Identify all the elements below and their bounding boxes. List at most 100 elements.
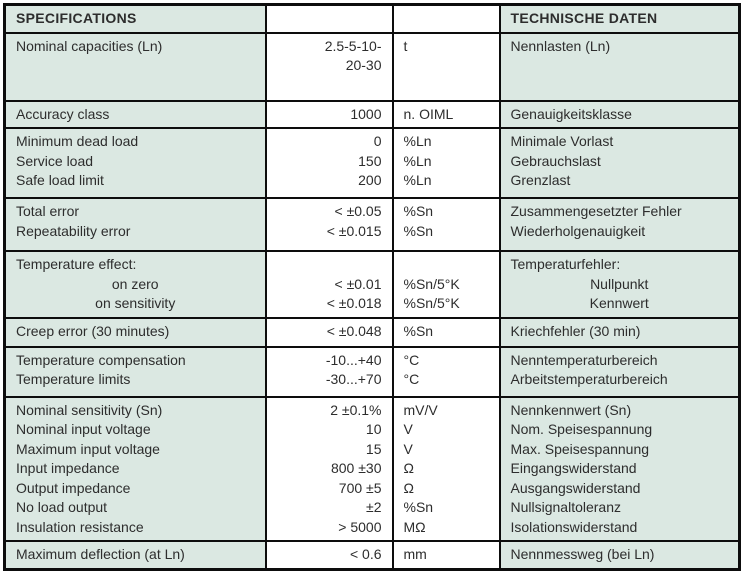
cell-line: Temperature limits xyxy=(16,371,131,387)
cell-line: Input impedance xyxy=(16,460,120,476)
cell-line: ±2 xyxy=(366,499,382,515)
cell-line: Maximum deflection (at Ln) xyxy=(16,546,185,562)
cell-line: 2.5-5-10- xyxy=(324,37,382,54)
cell-line: < ±0.018 xyxy=(326,295,382,311)
cell-line: Kennwert xyxy=(589,295,649,311)
cell-line: Ω xyxy=(403,460,414,476)
unit-cell: mV/V V V Ω Ω %Sn MΩ xyxy=(391,395,501,542)
cell-line: Nominal capacities (Ln) xyxy=(16,37,163,54)
cell-line: Minimum dead load xyxy=(16,133,139,149)
cell-line: MΩ xyxy=(403,518,426,535)
cell-line: 0 xyxy=(373,133,382,149)
value-cell: 2.5-5-10- 20-30 xyxy=(264,31,394,102)
cell-line: Creep error (30 minutes) xyxy=(16,322,170,339)
cell-line: < ±0.048 xyxy=(326,322,382,339)
cell-line: -30...+70 xyxy=(325,371,382,387)
value-cell: 0 150 200 xyxy=(264,127,394,199)
spec-label-cell: Maximum deflection (at Ln) xyxy=(3,540,267,570)
cell-line: %Sn xyxy=(403,322,434,339)
cell-line: No load output xyxy=(16,499,108,515)
cell-line: Service load xyxy=(16,152,94,169)
cell-line: Minimale Vorlast xyxy=(510,133,614,149)
cell-line: Nennlasten (Ln) xyxy=(510,37,611,54)
cell-line: Temperaturfehler: xyxy=(510,256,621,272)
cell-line: 800 ±30 xyxy=(330,460,382,476)
cell-line: %Sn xyxy=(403,203,434,219)
table-row: Temperature effect: on zero on sensitivity… xyxy=(3,250,741,319)
header-specifications: SPECIFICATIONS xyxy=(3,3,267,34)
value-cell: < ±0.048 xyxy=(264,316,394,348)
cell-line: Accuracy class xyxy=(16,105,110,122)
cell-line: Arbeitstemperaturbereich xyxy=(510,371,668,387)
cell-line: %Ln xyxy=(403,133,432,149)
datasheet-page: SPECIFICATIONS TECHNISCHE DATEN Nominal … xyxy=(3,3,741,571)
unit-cell: mm xyxy=(391,540,501,570)
german-label-cell: Nennlasten (Ln) xyxy=(498,31,741,102)
cell-line: Isolationswiderstand xyxy=(510,518,638,535)
cell-line: Nenntemperaturbereich xyxy=(510,351,658,368)
header-technische-daten: TECHNISCHE DATEN xyxy=(498,3,741,34)
header-empty-value-cell xyxy=(264,3,394,34)
spec-label-cell: Nominal capacities (Ln) xyxy=(3,31,267,102)
german-label-cell: Zusammengesetzter Fehler Wiederholgenauig… xyxy=(498,197,741,252)
cell-line: -10...+40 xyxy=(325,351,382,368)
cell-line: 150 xyxy=(358,152,382,169)
cell-line: 10 xyxy=(365,421,382,437)
cell-line: Nullsignaltoleranz xyxy=(510,499,622,515)
german-label-cell: Nennmessweg (bei Ln) xyxy=(498,540,741,570)
cell-line: t xyxy=(403,37,408,54)
cell-line: < ±0.01 xyxy=(334,275,382,292)
cell-line: V xyxy=(403,421,413,437)
unit-cell: °C °C xyxy=(391,345,501,398)
unit-cell: %Sn/5°K %Sn/5°K xyxy=(391,250,501,319)
spec-label-cell: Temperature effect: on zero on sensitivity xyxy=(3,250,267,319)
cell-line: 700 ±5 xyxy=(338,479,382,496)
cell-line: on zero xyxy=(111,275,159,292)
german-label-cell: Genauigkeitsklasse xyxy=(498,99,741,129)
unit-cell: %Sn %Sn xyxy=(391,197,501,252)
table-row: Nominal capacities (Ln) 2.5-5-10- 20-30 t Ne… xyxy=(3,31,741,102)
cell-line: mm xyxy=(403,546,427,562)
unit-cell: t xyxy=(391,31,501,102)
spec-label-cell: Nominal sensitivity (Sn) Nominal input vo… xyxy=(3,395,267,542)
cell-line: < ±0.05 xyxy=(334,203,382,219)
spec-label-cell: Minimum dead load Service load Safe load l… xyxy=(3,127,267,199)
cell-line: 2 ±0.1% xyxy=(330,401,382,418)
cell-line: °C xyxy=(403,351,420,368)
spec-label-cell: Temperature compensation Temperature limi… xyxy=(3,345,267,398)
unit-cell: n. OIML xyxy=(391,99,501,129)
cell-line: 15 xyxy=(365,440,382,457)
cell-line: Gebrauchslast xyxy=(510,152,601,169)
value-cell: < ±0.05 < ±0.015 xyxy=(264,197,394,252)
spec-label-cell: Total error Repeatability error xyxy=(3,197,267,252)
cell-line xyxy=(277,255,382,275)
cell-line: Nominal input voltage xyxy=(16,421,151,437)
cell-line: Nennmessweg (bei Ln) xyxy=(510,546,655,562)
cell-line: %Sn/5°K xyxy=(403,295,460,311)
cell-line: 200 xyxy=(358,172,382,188)
cell-line: %Sn xyxy=(403,499,434,515)
cell-line: Temperature effect: xyxy=(16,256,137,272)
table-row: Maximum deflection (at Ln) < 0.6 mm Nennmes… xyxy=(3,540,741,570)
table-row: Total error Repeatability error < ±0.05 < ±… xyxy=(3,197,741,252)
cell-line: > 5000 xyxy=(338,518,382,535)
cell-line: Wiederholgenauigkeit xyxy=(510,222,646,239)
german-label-cell: Kriechfehler (30 min) xyxy=(498,316,741,348)
cell-line: Kriechfehler (30 min) xyxy=(510,322,641,339)
table-row: Nominal sensitivity (Sn) Nominal input vo… xyxy=(3,395,741,542)
value-cell: 1000 xyxy=(264,99,394,129)
spec-label-cell: Creep error (30 minutes) xyxy=(3,316,267,348)
cell-line: Eingangswiderstand xyxy=(510,460,637,476)
german-label-cell: Temperaturfehler: Nullpunkt Kennwert xyxy=(498,250,741,319)
cell-line: Max. Speisespannung xyxy=(510,440,650,457)
value-cell: -10...+40 -30...+70 xyxy=(264,345,394,398)
cell-line: Nominal sensitivity (Sn) xyxy=(16,401,163,418)
header-empty-unit-cell xyxy=(391,3,501,34)
cell-line: < 0.6 xyxy=(349,546,382,562)
cell-line: %Sn/5°K xyxy=(403,275,460,292)
cell-line: 20-30 xyxy=(345,57,382,73)
cell-line: Total error xyxy=(16,203,80,219)
cell-line: on sensitivity xyxy=(95,295,176,311)
german-label-cell: Nenntemperaturbereich Arbeitstemperaturbe… xyxy=(498,345,741,398)
value-cell: 2 ±0.1% 10 15 800 ±30 700 ±5 ±2 > 5000 xyxy=(264,395,394,542)
